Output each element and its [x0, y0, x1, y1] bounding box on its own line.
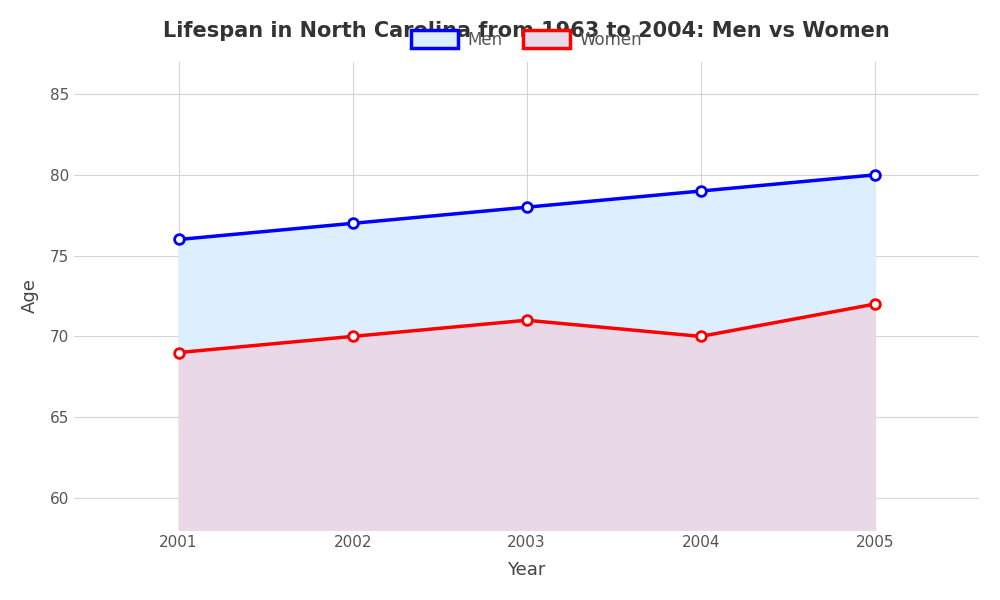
Y-axis label: Age: Age	[21, 278, 39, 313]
Title: Lifespan in North Carolina from 1963 to 2004: Men vs Women: Lifespan in North Carolina from 1963 to …	[163, 21, 890, 41]
X-axis label: Year: Year	[507, 561, 546, 579]
Legend: Men, Women: Men, Women	[404, 23, 649, 55]
